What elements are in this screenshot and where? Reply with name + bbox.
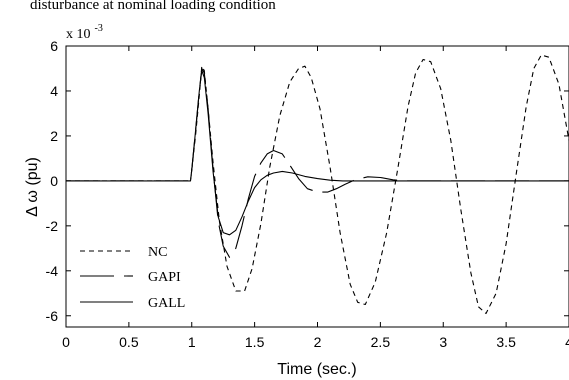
y-tick-label: -4 bbox=[46, 263, 59, 279]
x-tick-label: 1.5 bbox=[245, 334, 265, 350]
series-line-gapi bbox=[66, 67, 569, 258]
series-line-gall bbox=[66, 70, 569, 236]
y-tick-label: -6 bbox=[46, 308, 59, 324]
x-tick-label: 3.5 bbox=[496, 334, 516, 350]
x-tick-label: 0.5 bbox=[119, 334, 139, 350]
plot-frame bbox=[65, 45, 569, 328]
plot-area-border bbox=[65, 45, 569, 328]
y-tick-label: 4 bbox=[50, 83, 58, 99]
x-tick-label: 4 bbox=[565, 334, 569, 350]
legend-label-gapi: GAPI bbox=[148, 270, 181, 285]
x-axis: 0 0.5 1 1.5 2 2.5 3 3.5 4 bbox=[62, 46, 569, 350]
x-tick-label: 2 bbox=[314, 334, 322, 350]
y-tick-label: 0 bbox=[50, 173, 58, 189]
x-axis-label: Time (sec.) bbox=[277, 361, 356, 378]
x-tick-label: 1 bbox=[188, 334, 196, 350]
y-axis: -6 -4 -2 0 2 4 6 bbox=[46, 38, 569, 324]
legend: NC GAPI GALL bbox=[80, 245, 185, 311]
x-tick-label: 0 bbox=[62, 334, 70, 350]
series-layer bbox=[66, 54, 569, 315]
y-axis-label: Δ ω (pu) bbox=[24, 157, 41, 217]
series-line-nc bbox=[66, 54, 569, 315]
y-multiplier-exponent: -3 bbox=[95, 23, 103, 34]
x-tick-label: 3 bbox=[439, 334, 447, 350]
y-tick-label: 6 bbox=[50, 38, 58, 54]
y-multiplier: x 10 -3 bbox=[66, 23, 103, 42]
y-multiplier-base: x 10 bbox=[66, 27, 91, 42]
x-tick-label: 2.5 bbox=[371, 334, 391, 350]
y-tick-label: 2 bbox=[50, 128, 58, 144]
legend-label-gall: GALL bbox=[148, 296, 185, 311]
y-tick-label: -2 bbox=[46, 218, 59, 234]
chart-caption: disturbance at nominal loading condition bbox=[30, 0, 276, 13]
legend-label-nc: NC bbox=[148, 245, 167, 260]
